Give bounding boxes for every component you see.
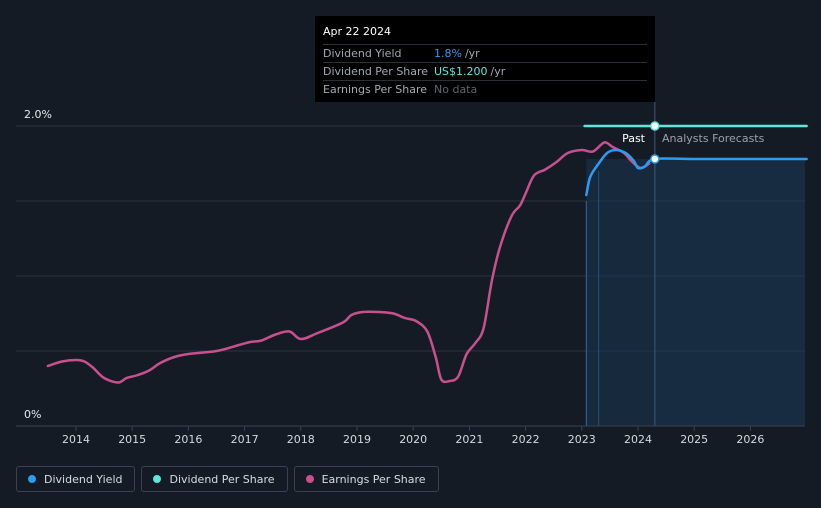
x-tick-label: 2026 (736, 433, 764, 446)
tooltip-row-dividend-per-share: Dividend Per Share US$1.200 /yr (323, 62, 647, 80)
forecast-label: Analysts Forecasts (662, 132, 765, 145)
x-tick-label: 2014 (62, 433, 90, 446)
marker-dividend-yield (650, 154, 660, 164)
y-tick-label-max: 2.0% (24, 108, 52, 121)
x-tick-label: 2017 (231, 433, 259, 446)
legend-dot-icon (305, 475, 314, 483)
forecast-area (654, 159, 805, 426)
legend-dot-icon (28, 475, 36, 483)
marker-layer (650, 121, 660, 164)
hover-tooltip: Apr 22 2024 Dividend Yield 1.8% /yr Divi… (315, 16, 655, 102)
legend-earnings-per-share[interactable]: Earnings Per Share (293, 466, 439, 492)
x-tick-label: 2019 (343, 433, 371, 446)
x-tick-label: 2015 (118, 433, 146, 446)
tooltip-row-dividend-yield: Dividend Yield 1.8% /yr (323, 44, 647, 62)
legend-dividend-per-share[interactable]: Dividend Per Share (141, 466, 288, 492)
x-tick-label: 2021 (455, 433, 483, 446)
legend: Dividend Yield Dividend Per Share Earnin… (16, 466, 439, 492)
x-tick-label: 2016 (174, 433, 202, 446)
series-layer (46, 124, 808, 384)
legend-label: Dividend Per Share (169, 472, 275, 486)
tooltip-label: Earnings Per Share (323, 83, 428, 96)
y-tick-label-min: 0% (24, 408, 41, 421)
x-axis: 2014 2015 2016 2017 2018 2019 2020 2021 2022 2023… (16, 425, 805, 446)
x-tick-label: 2022 (512, 433, 540, 446)
tooltip-value: US$1.200 (434, 65, 488, 78)
legend-label: Earnings Per Share (321, 472, 426, 486)
series-line-earnings-per-share (46, 141, 651, 384)
legend-dot-icon (153, 475, 162, 483)
tooltip-unit: /yr (464, 47, 480, 60)
legend-dividend-yield[interactable]: Dividend Yield (16, 466, 136, 492)
x-tick-label: 2024 (624, 433, 652, 446)
x-tick-label: 2020 (399, 433, 427, 446)
x-tick-label: 2023 (568, 433, 596, 446)
forecast-band (585, 102, 805, 426)
marker-dividend-per-share (650, 121, 660, 131)
tooltip-label: Dividend Yield (323, 47, 402, 60)
x-tick-label: 2018 (287, 433, 315, 446)
tooltip-label: Dividend Per Share (323, 65, 429, 78)
past-label: Past (622, 132, 646, 145)
past-yield-area (586, 159, 655, 426)
series-line-dividend-yield (585, 148, 808, 197)
tooltip-row-earnings-per-share: Earnings Per Share No data (323, 80, 647, 98)
x-tick-label: 2025 (680, 433, 708, 446)
tooltip-date: Apr 22 2024 (323, 25, 392, 38)
tooltip-value: 1.8% (434, 47, 462, 60)
tooltip-value: No data (434, 83, 478, 96)
tooltip-unit: /yr (490, 65, 506, 78)
legend-label: Dividend Yield (44, 472, 123, 486)
